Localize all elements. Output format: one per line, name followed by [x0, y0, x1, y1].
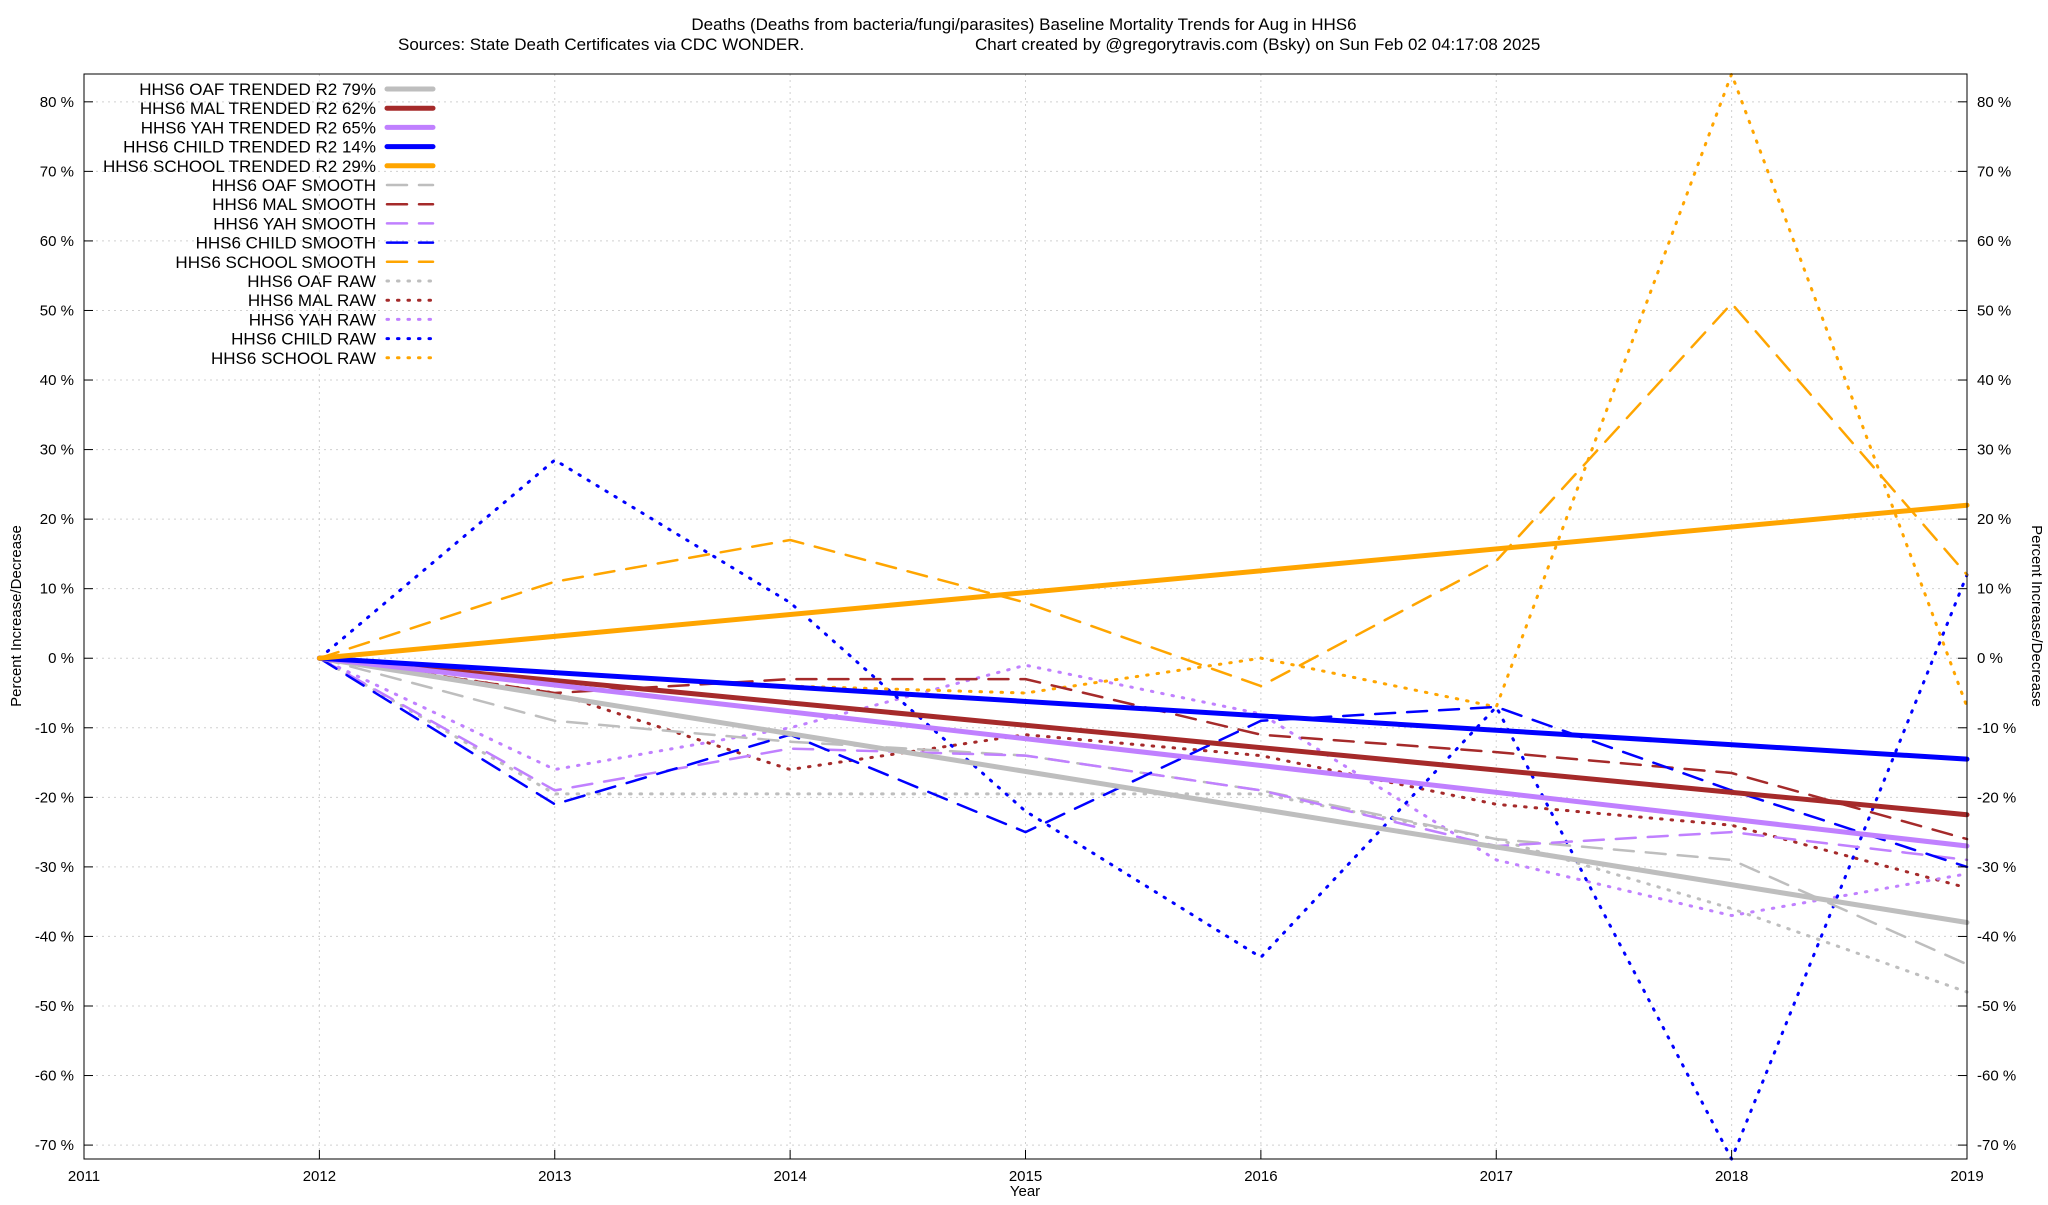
- y-tick-label-left: -60 %: [35, 1068, 74, 1085]
- y-tick-label-right: -70 %: [1977, 1137, 2016, 1154]
- y-tick-label-right: 60 %: [1977, 233, 2011, 250]
- y-tick-label-left: 10 %: [40, 581, 74, 598]
- y-tick-label-right: -30 %: [1977, 859, 2016, 876]
- x-tick-label: 2013: [538, 1168, 571, 1185]
- series-line-hhs6-mal-raw: [317, 656, 1969, 890]
- y-tick-label-right: 40 %: [1977, 372, 2011, 389]
- legend-label: HHS6 YAH RAW: [249, 310, 376, 329]
- y-tick-label-left: -10 %: [35, 720, 74, 737]
- legend-label: HHS6 SCHOOL TRENDED R2 29%: [103, 157, 376, 176]
- y-tick-label-right: 50 %: [1977, 302, 2011, 319]
- y-tick-label-left: -30 %: [35, 859, 74, 876]
- x-tick-label: 2018: [1715, 1168, 1748, 1185]
- legend-label: HHS6 CHILD RAW: [231, 330, 376, 349]
- y-tick-label-left: 60 %: [40, 233, 74, 250]
- y-tick-label-left: 50 %: [40, 302, 74, 319]
- legend-label: HHS6 MAL TRENDED R2 62%: [140, 99, 376, 118]
- legend-label: HHS6 MAL RAW: [248, 291, 376, 310]
- x-tick-label: 2017: [1480, 1168, 1513, 1185]
- series-line-hhs6-oaf-trended-r2: [316, 655, 1970, 925]
- series-line-hhs6-school-trended-r2: [316, 502, 1970, 661]
- y-tick-label-right: 80 %: [1977, 94, 2011, 111]
- legend-label: HHS6 OAF RAW: [247, 272, 376, 291]
- x-tick-label: 2011: [68, 1168, 100, 1185]
- chart-title: Deaths (Deaths from bacteria/fungi/paras…: [691, 15, 1356, 34]
- x-tick-label: 2015: [1009, 1168, 1042, 1185]
- legend-label: HHS6 YAH SMOOTH: [213, 214, 376, 233]
- legend-label: HHS6 CHILD SMOOTH: [196, 234, 376, 253]
- legend-label: HHS6 YAH TRENDED R2 65%: [141, 118, 376, 137]
- series-line-hhs6-oaf-raw: [317, 656, 1969, 994]
- y-tick-label-left: 80 %: [40, 94, 74, 111]
- series-line-hhs6-child-smooth: [318, 656, 1969, 869]
- series-line-hhs6-mal-trended-r2: [316, 655, 1970, 818]
- x-tick-label: 2016: [1244, 1168, 1277, 1185]
- y-tick-label-right: -10 %: [1977, 720, 2016, 737]
- series-line-hhs6-oaf-smooth: [318, 656, 1969, 966]
- legend-label: HHS6 SCHOOL RAW: [211, 349, 376, 368]
- series-line-hhs6-yah-raw: [317, 656, 1969, 918]
- y-tick-label-left: 40 %: [40, 372, 74, 389]
- y2-axis-label: Percent Increase/Decrease: [2028, 525, 2045, 707]
- y-tick-label-right: -20 %: [1977, 789, 2016, 806]
- series-line-hhs6-school-smooth: [318, 302, 1969, 688]
- legend-label: HHS6 OAF SMOOTH: [212, 176, 376, 195]
- y-tick-label-right: 0 %: [1977, 650, 2003, 667]
- y-tick-label-right: 30 %: [1977, 442, 2011, 459]
- y-axis-label: Percent Increase/Decrease: [8, 525, 25, 707]
- y-tick-label-left: -40 %: [35, 928, 74, 945]
- legend-label: HHS6 MAL SMOOTH: [212, 195, 376, 214]
- y-tick-label-left: -20 %: [35, 789, 74, 806]
- y-tick-label-left: 70 %: [40, 163, 74, 180]
- series-line-hhs6-yah-smooth: [318, 656, 1969, 862]
- series-line-hhs6-school-raw: [317, 72, 1969, 709]
- chart-subtitle-source: Sources: State Death Certificates via CD…: [398, 35, 804, 54]
- x-tick-label: 2019: [1950, 1168, 1983, 1185]
- y-tick-label-right: -40 %: [1977, 928, 2016, 945]
- x-tick-label: 2014: [773, 1168, 806, 1185]
- legend: HHS6 OAF TRENDED R2 79%HHS6 MAL TRENDED …: [103, 80, 436, 368]
- y-tick-label-right: 10 %: [1977, 581, 2011, 598]
- y-tick-label-right: 70 %: [1977, 163, 2011, 180]
- x-axis-label: Year: [1010, 1183, 1040, 1200]
- y-tick-label-right: -60 %: [1977, 1068, 2016, 1085]
- legend-label: HHS6 OAF TRENDED R2 79%: [139, 80, 376, 99]
- chart-subtitle-credit: Chart created by @gregorytravis.com (Bsk…: [975, 35, 1540, 54]
- series-line-hhs6-yah-trended-r2: [316, 655, 1970, 849]
- series-line-hhs6-child-raw: [317, 458, 1969, 1161]
- y-tick-label-left: 20 %: [40, 511, 74, 528]
- series-layer: [316, 72, 1970, 1161]
- y-tick-label-left: -50 %: [35, 998, 74, 1015]
- y-tick-label-right: -50 %: [1977, 998, 2016, 1015]
- tick-layer: -70 % -70 % -60 % -60 % -50 % -50 % -40 % -40 %…: [35, 94, 2016, 1185]
- y-tick-label-left: 30 %: [40, 442, 74, 459]
- series-line-hhs6-child-trended-r2: [316, 655, 1970, 762]
- y-tick-label-left: -70 %: [35, 1137, 74, 1154]
- y-tick-label-right: 20 %: [1977, 511, 2011, 528]
- x-tick-label: 2012: [303, 1168, 336, 1185]
- y-tick-label-left: 0 %: [48, 650, 74, 667]
- legend-label: HHS6 CHILD TRENDED R2 14%: [123, 138, 376, 157]
- legend-label: HHS6 SCHOOL SMOOTH: [175, 253, 376, 272]
